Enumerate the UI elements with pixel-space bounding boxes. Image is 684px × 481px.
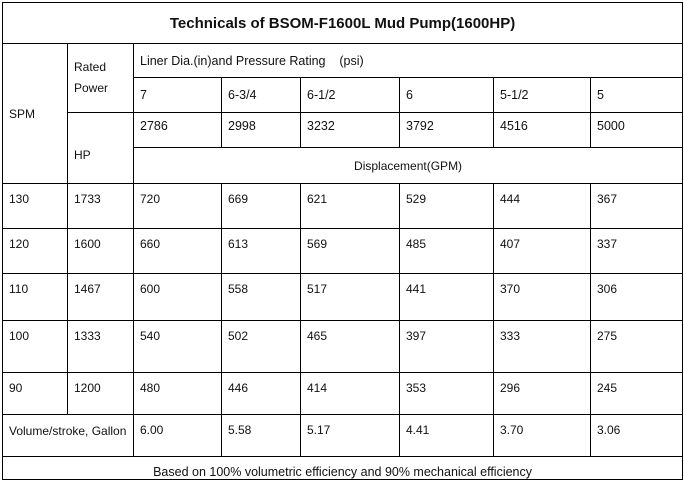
volume-cell: 5.58 (221, 414, 301, 457)
table-row: 110 1467 600 558 517 441 370 306 (2, 273, 684, 321)
liner-size-row: 7 6-3/4 6-1/2 6 5-1/2 5 (3, 77, 684, 113)
spm-cell: 110 (2, 273, 68, 321)
displacement-cell: 414 (300, 372, 400, 415)
pressure-cell: 2998 (221, 112, 301, 148)
displacement-cell: 407 (493, 228, 591, 274)
spm-cell: 100 (2, 320, 68, 373)
displacement-cell: 444 (493, 183, 591, 229)
displacement-cell: 480 (133, 372, 222, 415)
table-row: 100 1333 540 502 465 397 333 275 (2, 320, 684, 373)
displacement-header: Displacement(GPM) (132, 147, 684, 184)
displacement-cell: 353 (399, 372, 494, 415)
displacement-cell: 337 (589, 228, 684, 274)
volume-cell: 4.41 (399, 414, 494, 457)
table-row: 120 1600 660 613 569 485 407 337 (2, 228, 684, 274)
hp-cell: 1333 (67, 320, 134, 373)
hp-cell: 1467 (67, 273, 134, 321)
hp-cell: 1600 (67, 228, 134, 274)
displacement-cell: 517 (300, 273, 400, 321)
pressure-cell: 3792 (399, 112, 494, 148)
displacement-cell: 502 (221, 320, 301, 373)
table-title: Technicals of BSOM-F1600L Mud Pump(1600H… (1, 2, 684, 44)
displacement-cell: 600 (133, 273, 222, 321)
displacement-cell: 306 (589, 273, 684, 321)
volume-cell: 6.00 (133, 414, 222, 457)
footer-note: Based on 100% volumetric efficiency and … (1, 456, 684, 480)
liner-size-cell: 6-3/4 (221, 77, 301, 113)
hp-cell: 1200 (67, 372, 134, 415)
displacement-cell: 540 (133, 320, 222, 373)
displacement-cell: 397 (399, 320, 494, 373)
displacement-cell: 558 (221, 273, 301, 321)
spm-cell: 130 (2, 183, 68, 229)
table-row: 90 1200 480 446 414 353 296 245 (2, 372, 684, 415)
displacement-cell: 446 (221, 372, 301, 415)
volume-cell: 3.06 (589, 414, 684, 457)
displacement-cell: 367 (589, 183, 684, 229)
liner-size-cell: 5 (589, 77, 684, 113)
displacement-cell: 465 (300, 320, 400, 373)
liner-size-cell: 6 (399, 77, 494, 113)
spm-header: SPM (2, 43, 68, 184)
liner-size-cell: 7 (133, 77, 222, 113)
volume-cell: 5.17 (300, 414, 400, 457)
displacement-cell: 669 (221, 183, 301, 229)
displacement-cell: 529 (399, 183, 494, 229)
displacement-cell: 569 (300, 228, 400, 274)
spm-cell: 120 (2, 228, 68, 274)
rated-power-header: Rated Power (67, 43, 134, 113)
liner-size-cell: 6-1/2 (300, 77, 400, 113)
volume-row: Volume/stroke, Gallon 6.00 5.58 5.17 4.41 3.… (2, 414, 684, 457)
pressure-cell: 2786 (133, 112, 222, 148)
pressure-cell: 5000 (589, 112, 684, 148)
liner-size-cell: 5-1/2 (493, 77, 591, 113)
spm-cell: 90 (2, 372, 68, 415)
hp-header: HP (67, 112, 134, 184)
displacement-cell: 275 (589, 320, 684, 373)
displacement-cell: 296 (493, 372, 591, 415)
displacement-cell: 441 (399, 273, 494, 321)
displacement-cell: 245 (589, 372, 684, 415)
pressure-row: HP 2786 2998 3232 3792 4516 5000 (3, 112, 684, 184)
table-row: 130 1733 720 669 621 529 444 367 (2, 183, 684, 229)
displacement-cell: 621 (300, 183, 400, 229)
liner-header: Liner Dia.(in)and Pressure Rating (psi) (132, 43, 684, 78)
hp-cell: 1733 (67, 183, 134, 229)
volume-cell: 3.70 (493, 414, 591, 457)
displacement-cell: 613 (221, 228, 301, 274)
displacement-cell: 333 (493, 320, 591, 373)
pressure-cell: 3232 (300, 112, 400, 148)
displacement-cell: 720 (133, 183, 222, 229)
displacement-cell: 485 (399, 228, 494, 274)
displacement-cell: 370 (493, 273, 591, 321)
displacement-cell: 660 (133, 228, 222, 274)
pressure-cell: 4516 (493, 112, 591, 148)
volume-label: Volume/stroke, Gallon (2, 414, 134, 457)
